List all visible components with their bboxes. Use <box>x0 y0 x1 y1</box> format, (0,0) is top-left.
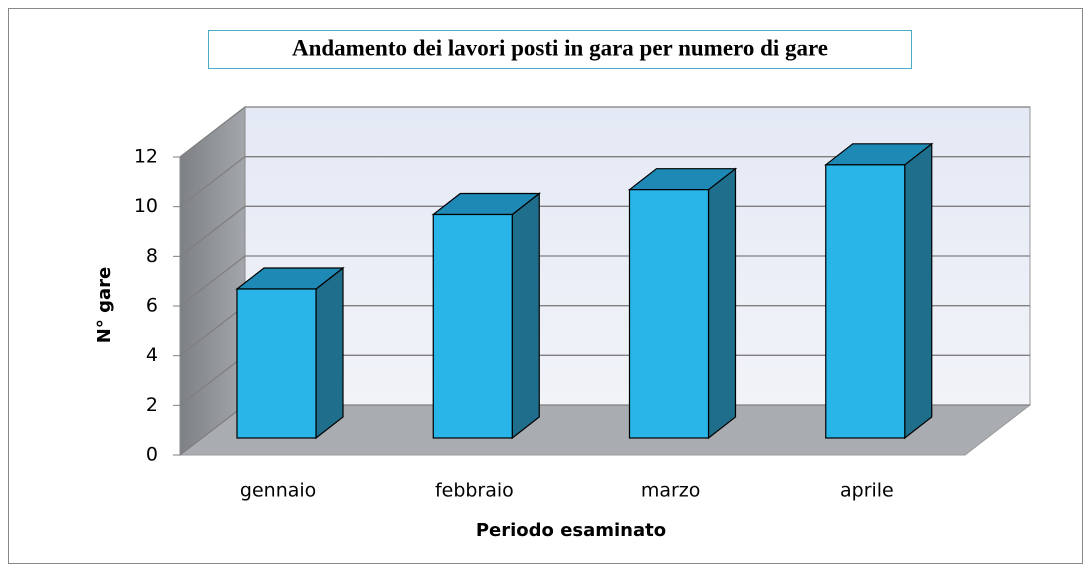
y-tick-label: 6 <box>146 295 158 317</box>
bar <box>824 142 934 440</box>
x-tick-label: marzo <box>641 480 701 502</box>
y-tick-label: 2 <box>146 394 158 416</box>
y-axis-label: N° gare <box>94 267 115 343</box>
y-tick-label: 0 <box>146 444 158 466</box>
grid-line <box>179 255 1030 307</box>
y-tick-label: 4 <box>146 344 158 366</box>
bar <box>235 266 345 440</box>
title-box <box>208 30 912 69</box>
bar-front <box>236 288 317 439</box>
y-tick-label: 8 <box>146 245 158 267</box>
x-tick-label: aprile <box>840 480 894 502</box>
bar-front <box>825 164 906 439</box>
bar <box>627 167 738 440</box>
bar-side <box>511 192 540 440</box>
x-tick-label: febbraio <box>435 480 514 502</box>
grid-line <box>179 156 1030 208</box>
bar-side <box>315 266 344 440</box>
y-tick-label: 12 <box>134 146 158 168</box>
x-axis-label: Periodo esaminato <box>476 520 666 541</box>
y-tick-label: 10 <box>134 195 158 217</box>
bar <box>431 192 541 440</box>
grid-line <box>179 205 1030 257</box>
x-tick-label: gennaio <box>240 480 316 502</box>
bar-front <box>628 189 710 439</box>
grid-line <box>179 106 1030 158</box>
bar-front <box>432 213 513 439</box>
chart-title: Andamento dei lavori posti in gara per n… <box>292 35 828 60</box>
bar-side <box>904 142 933 440</box>
bar-side <box>707 167 737 440</box>
